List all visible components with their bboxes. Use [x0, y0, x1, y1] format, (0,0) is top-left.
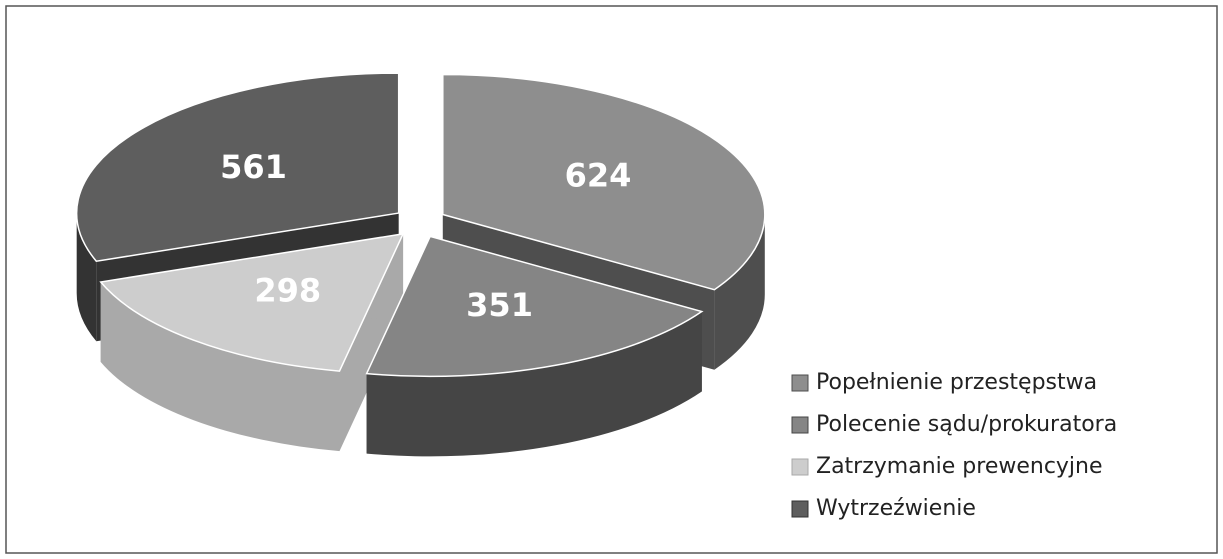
data-label: 298	[254, 271, 321, 309]
slice-side	[100, 281, 340, 452]
data-label: 561	[220, 148, 287, 186]
slice	[442, 73, 766, 291]
legend-label: Wytrzeźwienie	[816, 496, 976, 521]
slice	[365, 235, 704, 378]
legend-label: Zatrzymanie prewencyjne	[816, 454, 1103, 479]
legend-swatch	[791, 416, 809, 434]
slice	[99, 232, 405, 372]
legend-swatch	[791, 374, 809, 392]
data-label: 351	[466, 286, 533, 324]
legend-label: Polecenie sądu/prokuratora	[816, 412, 1117, 437]
legend-swatch	[791, 458, 809, 476]
slice-side	[76, 213, 97, 342]
legend-swatch	[791, 500, 809, 518]
data-label: 624	[565, 156, 632, 194]
slice-side	[366, 311, 702, 457]
slice	[75, 72, 400, 263]
legend-label: Popełnienie przestępstwa	[816, 370, 1097, 395]
